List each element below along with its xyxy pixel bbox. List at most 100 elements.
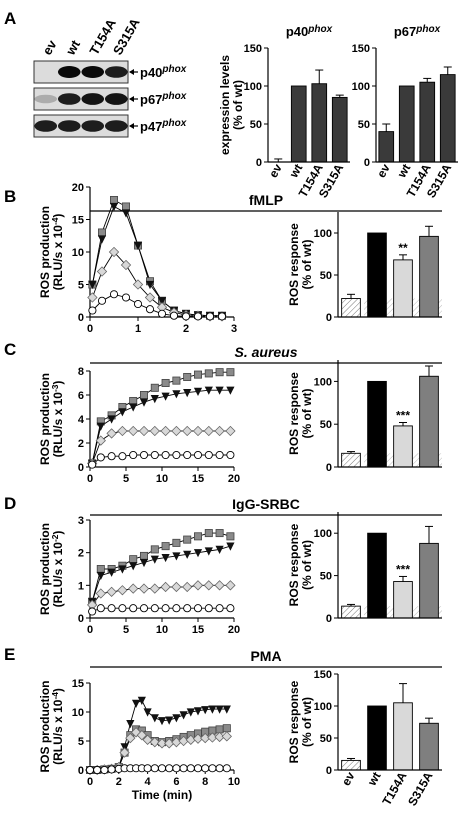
series-line-triangle	[91, 205, 222, 317]
circle-marker	[193, 764, 203, 773]
y-axis-label-line: )	[51, 531, 65, 535]
triangle-marker	[120, 743, 129, 752]
circle-marker	[215, 604, 224, 613]
square-marker	[150, 545, 159, 554]
significance-marker: **	[398, 241, 408, 255]
y-axis-label-line: ROS production	[38, 523, 52, 615]
square-marker	[215, 368, 224, 377]
triangle-marker	[215, 705, 224, 714]
circle-marker	[139, 450, 149, 460]
blot-band	[104, 66, 128, 78]
square-marker	[193, 370, 202, 379]
bar-wt	[367, 232, 387, 318]
blot-band	[81, 93, 105, 105]
y-axis-label: ROS production(RLU/s x 10-2)	[38, 523, 65, 615]
y-tick-label: 150	[352, 43, 370, 55]
arrow-head	[129, 123, 134, 129]
y-axis-label-line: )	[51, 214, 65, 218]
diamond-marker	[225, 425, 236, 437]
circle-marker	[201, 764, 210, 773]
band-label-main: p67	[140, 92, 162, 107]
x-tick-label: ev	[266, 161, 285, 180]
diamond-marker	[221, 731, 232, 742]
triangle-marker	[193, 707, 203, 716]
blot-band	[81, 120, 105, 132]
diamond-marker	[138, 583, 150, 594]
triangle-marker	[96, 422, 105, 431]
triangle-marker	[172, 390, 181, 399]
circle-marker	[157, 764, 167, 773]
chart-title: S. aureus	[234, 344, 297, 360]
y-axis-label-line: ROS response	[287, 523, 301, 606]
circle-marker	[139, 604, 149, 613]
chart-title-main: p40	[286, 24, 308, 39]
y-axis-label: ROS production(RLU/s x 10-3)	[38, 373, 65, 465]
y-tick-label: 5	[78, 280, 84, 292]
chart-title: p67phox	[394, 24, 441, 39]
diamond-marker	[108, 246, 120, 258]
diamond-marker	[87, 292, 98, 303]
y-tick-label: 100	[314, 228, 332, 240]
y-tick-label: 100	[314, 528, 332, 540]
square-marker	[183, 372, 192, 381]
y-tick-label: 100	[244, 81, 262, 93]
blot-strip	[33, 87, 129, 111]
circle-marker	[107, 604, 116, 613]
band-label: p40phox	[140, 64, 187, 80]
bar-wt	[398, 85, 415, 163]
square-marker	[110, 195, 119, 204]
triangle-marker	[183, 389, 192, 398]
triangle-marker	[208, 705, 217, 714]
circle-marker	[226, 604, 235, 613]
square-marker	[204, 369, 213, 378]
diamond-marker	[144, 292, 156, 303]
y-tick-label: 2	[78, 438, 84, 450]
arrow-head	[129, 96, 134, 102]
triangle-marker	[150, 555, 159, 564]
triangle-marker	[201, 706, 210, 715]
y-tick-label: 10	[72, 707, 84, 719]
triangle-marker	[143, 708, 152, 717]
x-tick-label: 3	[231, 323, 237, 335]
x-tick-label: 5	[123, 624, 129, 636]
bar-t154a	[419, 81, 436, 163]
y-tick-label: 0	[256, 157, 262, 169]
circle-marker	[145, 305, 155, 314]
y-tick-label: 50	[320, 270, 332, 282]
diamond-marker	[214, 580, 225, 591]
panel-letter-c: C	[4, 340, 16, 359]
square-marker	[96, 565, 105, 574]
circle-marker	[133, 299, 143, 309]
triangle-marker	[121, 209, 131, 218]
square-marker	[222, 724, 231, 733]
series-line-diamond	[91, 251, 222, 317]
triangle-marker	[96, 571, 105, 581]
circle-marker	[129, 604, 138, 613]
square-marker	[172, 376, 181, 385]
y-axis-label-line: (% of wt)	[300, 540, 314, 590]
circle-marker	[226, 450, 235, 460]
y-axis-label: ROS production(RLU/s x 10-4)	[38, 206, 65, 298]
band-label-main: p47	[140, 119, 162, 134]
y-tick-label: 0	[326, 312, 332, 324]
panel-letter-a: A	[4, 9, 16, 28]
y-axis-label-line: (RLU/s x 10	[51, 392, 65, 458]
circle-marker	[100, 765, 109, 775]
arrow-head	[129, 69, 134, 75]
diamond-marker	[182, 581, 193, 593]
triangle-marker	[172, 552, 181, 561]
diamond-marker	[171, 581, 182, 593]
diamond-marker	[117, 425, 128, 437]
circle-marker	[169, 311, 179, 320]
y-axis-label-line: (% of wt)	[300, 697, 314, 747]
y-axis-label-line: ROS response	[287, 680, 301, 763]
triangle-marker	[157, 297, 167, 306]
y-axis-label-line: (% of wt)	[231, 80, 245, 130]
significance-marker: ***	[396, 408, 410, 422]
y-axis-label-line: ROS response	[287, 372, 301, 455]
x-tick-label: 0	[87, 624, 93, 636]
circle-marker	[204, 450, 213, 460]
chart-saureus-kinetics: S. aureus 0 2 4 6 8 0 5 10 15 20 ROS production(RLU…	[38, 344, 442, 485]
chart-p40-expression: p40phox expression levels(% of wt) 0 50 100 1…	[218, 24, 350, 200]
